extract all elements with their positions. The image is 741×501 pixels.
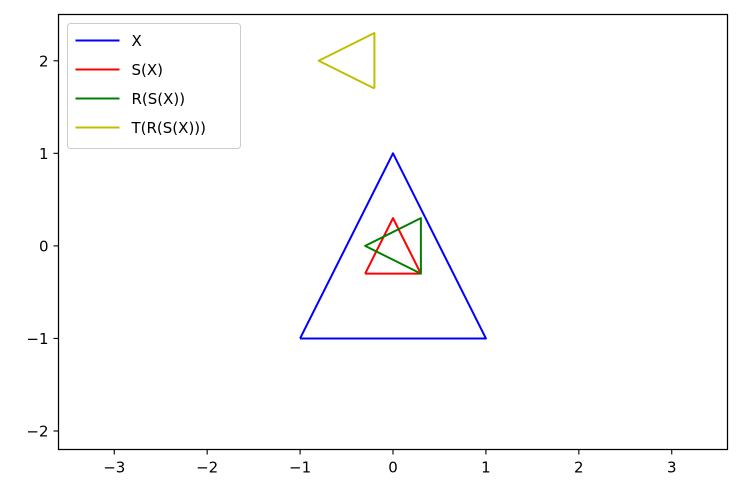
legend-label: S(X) — [132, 61, 164, 79]
x-tick-label: 1 — [481, 459, 491, 477]
x-tick-label: 0 — [388, 459, 398, 477]
x-tick-label: −3 — [103, 459, 125, 477]
y-tick-label: −2 — [26, 422, 48, 440]
series-line-3 — [317, 32, 376, 90]
legend-label: T(R(S(X))) — [131, 119, 207, 137]
legend-box — [67, 23, 241, 149]
ticks-layer: −3 −2 −1 0 1 2 3 −2 −1 0 1 2 — [26, 52, 676, 476]
x-tick-label: −2 — [196, 459, 218, 477]
series-layer — [299, 32, 487, 340]
y-tick-label: −1 — [26, 330, 48, 348]
y-tick-label: 1 — [39, 145, 49, 163]
legend: X S(X) R(S(X)) T(R(S(X))) — [67, 23, 241, 149]
x-tick-label: −1 — [289, 459, 311, 477]
axes-frame — [57, 13, 729, 451]
series-line-1 — [364, 217, 422, 275]
x-tick-label: 2 — [574, 459, 584, 477]
legend-label: R(S(X)) — [132, 90, 186, 108]
y-tick-label: 0 — [39, 237, 49, 255]
series-line-2 — [364, 217, 422, 275]
y-tick-label: 2 — [39, 52, 49, 70]
x-tick-label: 3 — [667, 459, 677, 477]
series-line-0 — [299, 152, 487, 340]
legend-label: X — [132, 32, 142, 50]
